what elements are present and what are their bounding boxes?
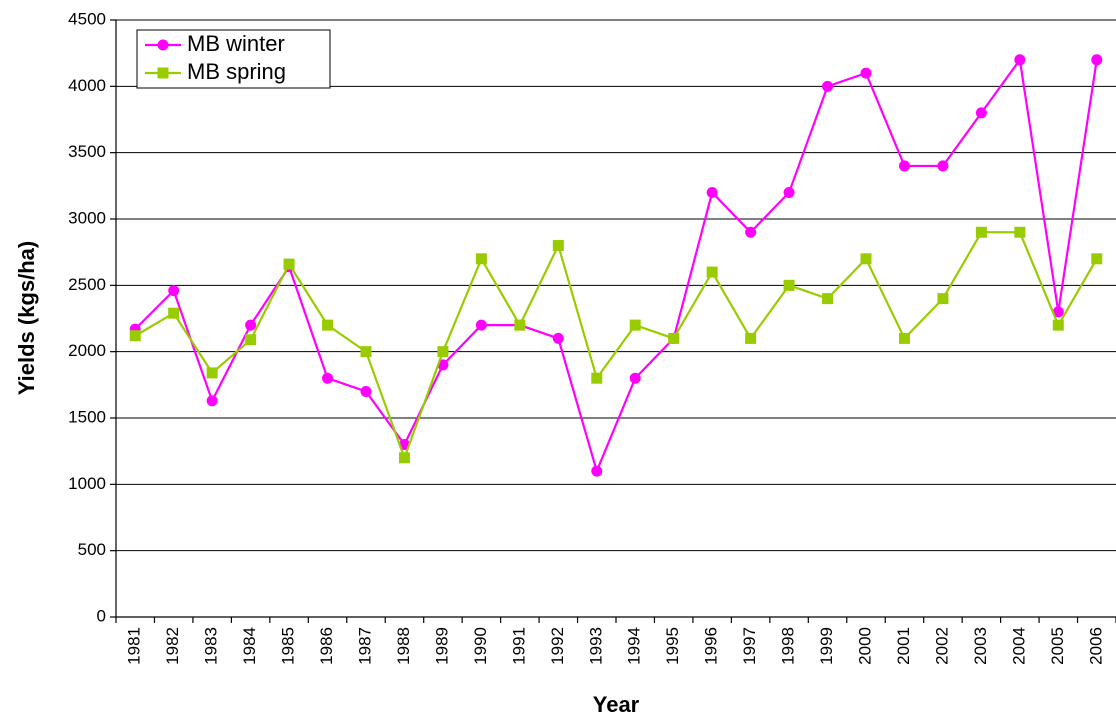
data-point: [898, 160, 910, 172]
x-tick-label: 1987: [355, 627, 374, 665]
data-point: [822, 293, 834, 305]
y-tick-label: 1000: [68, 474, 106, 493]
x-tick-label: 1993: [586, 627, 605, 665]
legend-label: MB spring: [187, 59, 286, 84]
data-point: [322, 319, 334, 331]
x-tick-label: 2003: [971, 627, 990, 665]
series-line: [134, 231, 1098, 462]
x-tick-label: 1984: [240, 627, 259, 665]
y-tick-label: 1500: [68, 407, 106, 426]
data-point: [898, 332, 910, 344]
y-tick-label: 4500: [68, 9, 106, 28]
data-point: [745, 332, 757, 344]
data-point: [1091, 253, 1103, 265]
x-axis-label: Year: [593, 692, 640, 717]
legend-box: [136, 29, 331, 89]
x-tick-label: 1992: [548, 627, 567, 665]
data-point: [668, 332, 680, 344]
data-point: [975, 226, 987, 238]
x-tick-label: 1988: [394, 627, 413, 665]
y-tick-label: 2500: [68, 275, 106, 294]
data-point: [360, 346, 372, 358]
data-point: [629, 372, 641, 384]
data-point: [552, 332, 564, 344]
x-tick-label: 1996: [702, 627, 721, 665]
x-tick-label: 2005: [1048, 627, 1067, 665]
data-point: [591, 372, 603, 384]
x-tick-label: 2006: [1086, 627, 1105, 665]
y-tick-label: 2000: [68, 341, 106, 360]
data-point: [1014, 226, 1026, 238]
y-tick-label: 500: [78, 540, 106, 559]
x-tick-label: 2004: [1009, 627, 1028, 665]
data-point: [937, 160, 949, 172]
data-point: [706, 266, 718, 278]
data-point: [1014, 54, 1026, 66]
data-point: [245, 319, 257, 331]
x-tick-label: 1982: [163, 627, 182, 665]
data-point: [629, 319, 641, 331]
y-tick-label: 0: [97, 606, 106, 625]
x-tick-label: 1991: [509, 627, 528, 665]
data-point: [1052, 319, 1064, 331]
data-point: [783, 186, 795, 198]
x-tick-label: 1981: [125, 627, 144, 665]
data-point: [514, 319, 526, 331]
data-point: [783, 279, 795, 291]
x-tick-label: 1999: [817, 627, 836, 665]
data-point: [475, 319, 487, 331]
data-point: [1091, 54, 1103, 66]
series-line: [134, 56, 1098, 475]
data-point: [745, 226, 757, 238]
data-point: [475, 253, 487, 265]
data-point: [322, 372, 334, 384]
x-tick-label: 1998: [779, 627, 798, 665]
data-point: [975, 107, 987, 119]
data-point: [552, 240, 564, 252]
data-point: [860, 253, 872, 265]
x-tick-label: 1983: [202, 627, 221, 665]
y-axis-label: Yields (kgs/ha): [14, 241, 39, 395]
data-point: [168, 307, 180, 319]
legend-label: MB winter: [187, 31, 285, 56]
data-point: [937, 293, 949, 305]
data-point: [860, 67, 872, 79]
x-tick-label: 1990: [471, 627, 490, 665]
data-point: [129, 330, 141, 342]
data-point: [168, 285, 180, 297]
data-point: [706, 186, 718, 198]
x-tick-label: 2000: [855, 627, 874, 665]
legend-marker: [157, 39, 169, 51]
legend: MB winter MB spring: [136, 29, 331, 89]
data-point: [360, 385, 372, 397]
y-tick-label: 4000: [68, 76, 106, 95]
x-tick-label: 1985: [279, 627, 298, 665]
legend-marker: [157, 67, 169, 79]
y-tick-label: 3500: [68, 142, 106, 161]
x-tick-label: 1989: [432, 627, 451, 665]
x-tick-label: 1997: [740, 627, 759, 665]
data-point: [245, 334, 257, 346]
data-point: [398, 452, 410, 464]
data-point: [206, 395, 218, 407]
y-tick-label: 3000: [68, 208, 106, 227]
x-tick-label: 1994: [625, 627, 644, 665]
x-tick-label: 1986: [317, 627, 336, 665]
data-point: [283, 258, 295, 270]
data-point: [206, 367, 218, 379]
data-point: [822, 80, 834, 92]
x-tick-label: 1995: [663, 627, 682, 665]
data-point: [591, 465, 603, 477]
x-tick-label: 2002: [932, 627, 951, 665]
x-tick-label: 2001: [894, 627, 913, 665]
data-point: [437, 346, 449, 358]
